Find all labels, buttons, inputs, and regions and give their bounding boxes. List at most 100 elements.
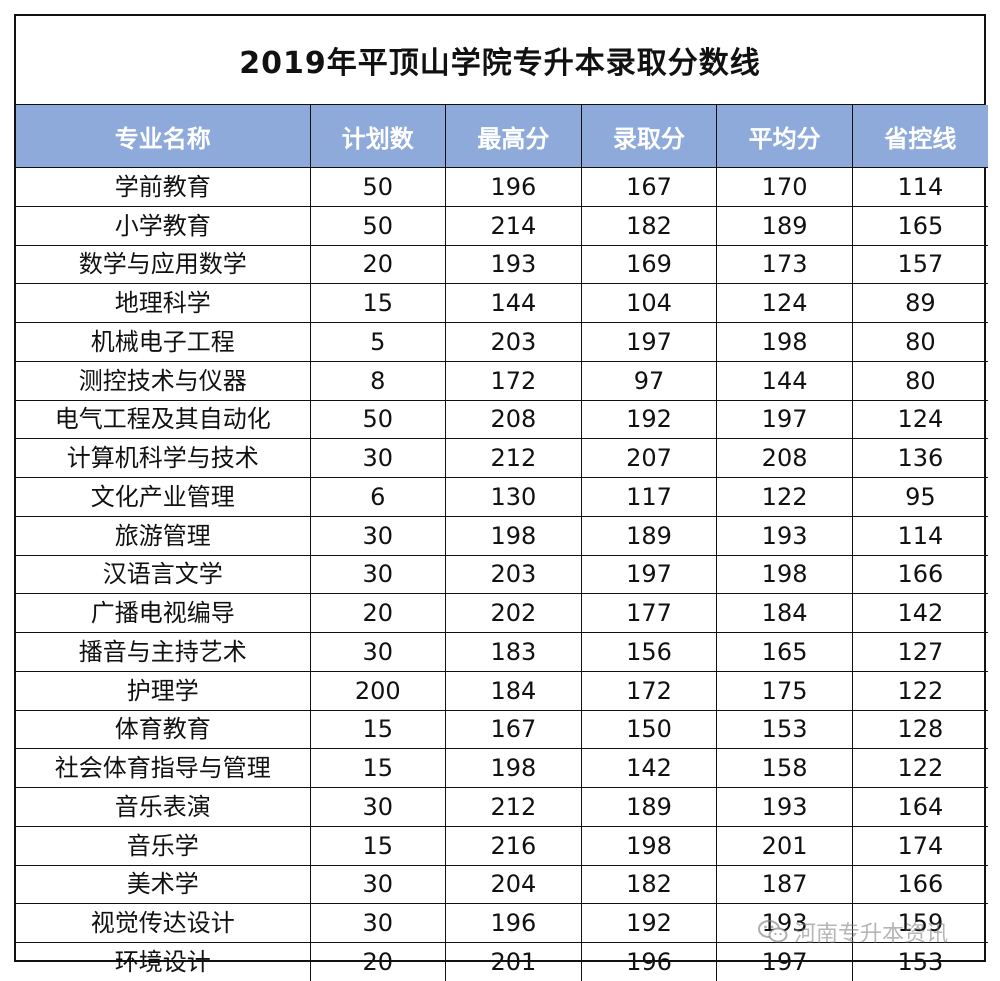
cell-province-line: 114 (851, 515, 988, 556)
cell-major: 测控技术与仪器 (16, 360, 311, 401)
cell-average: 208 (716, 438, 853, 478)
cell-major: 小学教育 (16, 205, 311, 246)
cell-admission: 150 (580, 709, 718, 750)
cell-max: 172 (445, 360, 582, 401)
cell-average: 170 (716, 167, 853, 207)
cell-province-line: 174 (851, 825, 988, 866)
cell-admission: 192 (580, 399, 718, 440)
cell-admission: 167 (580, 167, 718, 207)
cell-plan: 15 (309, 825, 447, 866)
cell-province-line: 166 (851, 864, 988, 905)
cell-max: 198 (445, 515, 582, 556)
table-row: 播音与主持艺术 30 183 156 165 127 (16, 632, 988, 672)
cell-province-line: 128 (851, 709, 988, 750)
header-average: 平均分 (716, 105, 853, 168)
score-table-frame: 2019年平顶山学院专升本录取分数线 专业名称 计划数 最高分 录取分 平均分 … (14, 14, 988, 981)
cell-admission: 196 (580, 941, 718, 981)
cell-major: 电气工程及其自动化 (16, 399, 311, 440)
table-row: 社会体育指导与管理 15 198 142 158 122 (16, 748, 988, 788)
table-row: 汉语言文学 30 203 197 198 166 (16, 554, 988, 595)
cell-plan: 200 (309, 670, 447, 711)
cell-average: 175 (716, 670, 853, 711)
cell-major: 计算机科学与技术 (16, 438, 311, 478)
cell-average: 184 (716, 593, 853, 633)
cell-average: 201 (716, 825, 853, 866)
cell-max: 193 (445, 244, 582, 285)
cell-admission: 198 (580, 825, 718, 866)
cell-province-line: 89 (851, 283, 988, 323)
cell-major: 旅游管理 (16, 515, 311, 556)
cell-plan: 30 (309, 554, 447, 595)
cell-max: 208 (445, 399, 582, 440)
cell-plan: 20 (309, 244, 447, 285)
cell-max: 144 (445, 283, 582, 323)
cell-plan: 50 (309, 205, 447, 246)
table-row: 视觉传达设计 30 196 192 193 159 (16, 903, 988, 943)
table-row: 体育教育 15 167 150 153 128 (16, 709, 988, 750)
score-table: 专业名称 计划数 最高分 录取分 平均分 省控线 学前教育 50 196 167 170… (16, 105, 988, 981)
cell-average: 197 (716, 941, 853, 981)
cell-major: 文化产业管理 (16, 477, 311, 517)
table-row: 旅游管理 30 198 189 193 114 (16, 515, 988, 556)
cell-admission: 197 (580, 554, 718, 595)
cell-average: 158 (716, 748, 853, 788)
table-row: 学前教育 50 196 167 170 114 (16, 167, 988, 207)
cell-max: 212 (445, 787, 582, 827)
cell-province-line: 166 (851, 554, 988, 595)
cell-major: 体育教育 (16, 709, 311, 750)
cell-major: 汉语言文学 (16, 554, 311, 595)
cell-major: 数学与应用数学 (16, 244, 311, 285)
cell-province-line: 157 (851, 244, 988, 285)
cell-admission: 156 (580, 632, 718, 672)
cell-admission: 104 (580, 283, 718, 323)
cell-major: 机械电子工程 (16, 322, 311, 362)
cell-average: 144 (716, 360, 853, 401)
cell-province-line: 142 (851, 593, 988, 633)
cell-max: 202 (445, 593, 582, 633)
table-body: 学前教育 50 196 167 170 114 小学教育 50 214 182 189 165 数学与应… (16, 167, 988, 981)
cell-max: 196 (445, 903, 582, 943)
header-plan: 计划数 (309, 105, 447, 168)
header-province-line: 省控线 (851, 105, 988, 168)
table-row: 美术学 30 204 182 187 166 (16, 864, 988, 905)
table-row: 音乐表演 30 212 189 193 164 (16, 787, 988, 827)
cell-max: 184 (445, 670, 582, 711)
cell-province-line: 122 (851, 670, 988, 711)
cell-admission: 182 (580, 205, 718, 246)
cell-max: 167 (445, 709, 582, 750)
cell-average: 189 (716, 205, 853, 246)
header-row: 专业名称 计划数 最高分 录取分 平均分 省控线 (16, 105, 988, 168)
cell-province-line: 80 (851, 322, 988, 362)
header-admission: 录取分 (580, 105, 718, 168)
cell-average: 173 (716, 244, 853, 285)
cell-province-line: 164 (851, 787, 988, 827)
cell-major: 视觉传达设计 (16, 903, 311, 943)
cell-admission: 142 (580, 748, 718, 788)
cell-average: 193 (716, 515, 853, 556)
table-row: 地理科学 15 144 104 124 89 (16, 283, 988, 323)
cell-max: 216 (445, 825, 582, 866)
cell-major: 美术学 (16, 864, 311, 905)
table-row: 数学与应用数学 20 193 169 173 157 (16, 244, 988, 285)
cell-max: 183 (445, 632, 582, 672)
page-title: 2019年平顶山学院专升本录取分数线 (16, 16, 984, 105)
cell-admission: 207 (580, 438, 718, 478)
cell-plan: 20 (309, 593, 447, 633)
cell-admission: 172 (580, 670, 718, 711)
cell-major: 护理学 (16, 670, 311, 711)
cell-plan: 15 (309, 283, 447, 323)
cell-admission: 189 (580, 515, 718, 556)
header-major: 专业名称 (16, 105, 311, 168)
cell-major: 社会体育指导与管理 (16, 748, 311, 788)
cell-average: 165 (716, 632, 853, 672)
cell-major: 广播电视编导 (16, 593, 311, 633)
cell-max: 198 (445, 748, 582, 788)
table-row: 环境设计 20 201 196 197 153 (16, 941, 988, 981)
cell-admission: 182 (580, 864, 718, 905)
cell-plan: 15 (309, 748, 447, 788)
cell-admission: 192 (580, 903, 718, 943)
table-row: 广播电视编导 20 202 177 184 142 (16, 593, 988, 633)
cell-province-line: 127 (851, 632, 988, 672)
cell-max: 196 (445, 167, 582, 207)
cell-province-line: 165 (851, 205, 988, 246)
